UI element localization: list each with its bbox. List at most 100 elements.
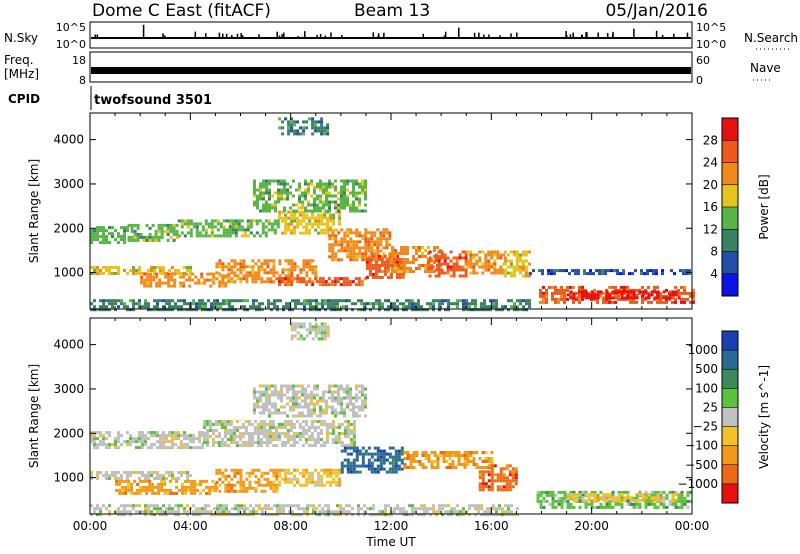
heatmap-cell <box>205 441 209 444</box>
heatmap-cell <box>349 452 353 456</box>
heatmap-cell <box>265 393 268 397</box>
heatmap-cell <box>352 194 355 198</box>
heatmap-cell <box>292 444 296 447</box>
heatmap-cell <box>346 384 349 388</box>
heatmap-cell <box>90 434 93 438</box>
heatmap-cell <box>255 299 258 303</box>
heatmap-cell <box>330 308 333 312</box>
heatmap-cell <box>376 467 380 471</box>
heatmap-cell <box>454 466 458 469</box>
heatmap-cell <box>593 493 597 497</box>
heatmap-cell <box>283 423 287 426</box>
heatmap-cell <box>192 440 195 444</box>
heatmap-cell <box>325 432 329 435</box>
heatmap-cell <box>443 271 447 275</box>
heatmap-cell <box>499 271 503 275</box>
heatmap-cell <box>102 226 105 230</box>
heatmap-cell <box>371 263 375 267</box>
heatmap-cell <box>237 507 240 511</box>
heatmap-cell <box>349 393 352 397</box>
heatmap-cell <box>361 185 364 189</box>
heatmap-cell <box>313 200 316 204</box>
heatmap-cell <box>340 194 343 198</box>
heatmap-cell <box>258 308 261 312</box>
heatmap-cell <box>181 491 185 495</box>
heatmap-cell <box>326 474 330 478</box>
heatmap-cell <box>434 274 438 278</box>
heatmap-cell <box>349 464 353 468</box>
heatmap-cell <box>192 302 195 306</box>
heatmap-cell <box>480 308 483 312</box>
heatmap-cell <box>228 302 231 306</box>
heatmap-cell <box>159 308 162 312</box>
heatmap-cell <box>162 477 165 480</box>
heatmap-cell <box>361 179 364 183</box>
heatmap-cell <box>608 285 611 289</box>
heatmap-cell <box>503 268 507 272</box>
heatmap-cell <box>370 246 374 250</box>
heatmap-cell <box>337 402 340 406</box>
heatmap-cell <box>156 510 159 514</box>
heatmap-cell <box>140 275 144 279</box>
heatmap-cell <box>198 446 201 450</box>
heatmap-cell <box>143 272 147 276</box>
heatmap-cell <box>123 504 126 508</box>
heatmap-cell <box>141 471 144 474</box>
heatmap-cell <box>156 440 159 444</box>
heatmap-cell <box>173 281 177 285</box>
heatmap-cell <box>154 238 158 242</box>
heatmap-cell <box>371 275 375 279</box>
heatmap-cell <box>496 271 500 275</box>
heatmap-cell <box>486 305 489 309</box>
heatmap-cell <box>252 234 256 238</box>
heatmap-cell <box>229 438 233 441</box>
heatmap-cell <box>175 223 179 227</box>
heatmap-cell <box>90 235 93 239</box>
heatmap-cell <box>364 228 368 232</box>
heatmap-cell <box>560 291 563 295</box>
heatmap-cell <box>378 513 381 517</box>
heatmap-cell <box>310 414 313 418</box>
heatmap-cell <box>411 510 414 514</box>
heatmap-cell <box>304 387 307 391</box>
heatmap-cell <box>302 322 306 326</box>
heatmap-cell <box>542 291 545 295</box>
heatmap-cell <box>264 507 267 511</box>
heatmap-cell <box>218 284 222 288</box>
heatmap-cell <box>308 322 312 326</box>
heatmap-cell <box>262 209 265 213</box>
heatmap-cell <box>487 250 491 254</box>
heatmap-cell <box>635 502 639 506</box>
heatmap-cell <box>177 477 180 480</box>
colorbar-tick-label: 100 <box>695 381 718 395</box>
heatmap-cell <box>424 267 427 270</box>
heatmap-cell <box>441 513 444 517</box>
heatmap-cell <box>208 423 212 426</box>
heatmap-cell <box>650 290 654 294</box>
heatmap-cell <box>458 253 462 257</box>
heatmap-cell <box>276 507 279 511</box>
heatmap-cell <box>357 280 361 284</box>
heatmap-cell <box>336 308 339 312</box>
heatmap-cell <box>254 277 258 281</box>
heatmap-cell <box>456 510 459 514</box>
x-tick-label: 04:00 <box>173 519 208 533</box>
heatmap-cell <box>502 253 506 257</box>
heatmap-cell <box>474 302 477 306</box>
heatmap-cell <box>380 257 384 261</box>
heatmap-cell <box>578 499 582 503</box>
heatmap-cell <box>545 294 548 298</box>
heatmap-cell <box>647 285 650 289</box>
heatmap-cell <box>228 305 231 309</box>
heatmap-cell <box>233 271 237 275</box>
heatmap-cell <box>508 464 512 468</box>
heatmap-cell <box>135 302 138 306</box>
heatmap-cell <box>184 488 188 492</box>
heatmap-cell <box>180 222 184 226</box>
heatmap-cell <box>311 280 315 284</box>
heatmap-cell <box>420 308 423 312</box>
heatmap-cell <box>340 461 344 465</box>
heatmap-cell <box>138 305 141 309</box>
heatmap-cell <box>257 277 261 281</box>
heatmap-cell <box>288 510 291 514</box>
